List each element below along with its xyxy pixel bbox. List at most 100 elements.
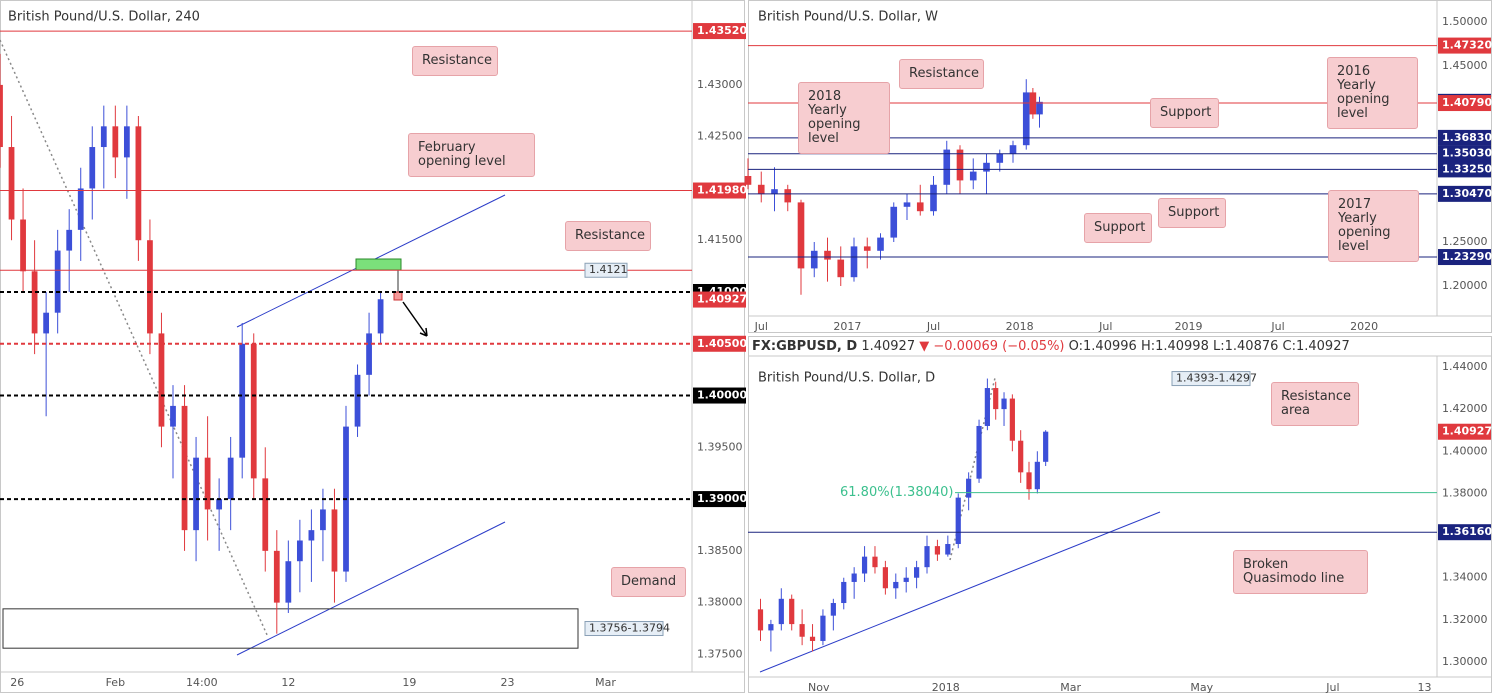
candle-body [784, 189, 792, 203]
x-tick-label: 2020 [1350, 320, 1378, 333]
y-tick-label: 1.44000 [1442, 360, 1488, 373]
candle-body [239, 343, 246, 458]
y-tick-label: 1.30000 [1442, 655, 1488, 668]
level-tag [693, 182, 746, 199]
marker [393, 291, 403, 301]
x-tick-label: Nov [808, 681, 830, 694]
candle-body [903, 202, 911, 207]
level-tag [693, 491, 746, 508]
level-tag [1438, 249, 1491, 266]
x-tick-label: Jul [1325, 681, 1339, 694]
level-label: 1.36160 [1442, 525, 1492, 538]
candle-body [882, 567, 888, 589]
candle-body [799, 624, 805, 637]
annotation: 2016 Yearly opening level [1327, 57, 1418, 129]
annotation: 2018 Yearly opening level [798, 82, 890, 154]
candle-body [872, 556, 878, 568]
candle-body [123, 126, 130, 158]
candle-body [861, 556, 868, 574]
candle-body [1026, 472, 1032, 490]
candle-body [877, 237, 884, 251]
annotation: Resistance area [1271, 382, 1359, 426]
level-tag [1438, 185, 1491, 202]
zone-label: 1.4393-1.4297 [1176, 372, 1257, 385]
level-label: 1.39000 [697, 492, 747, 505]
level-label: 1.41980 [697, 184, 747, 197]
y-tick-label: 1.41500 [697, 233, 743, 246]
y-tick-label: 1.32000 [1442, 613, 1488, 626]
candle-body [20, 219, 26, 272]
x-tick-label: Jul [1270, 320, 1284, 333]
candle-body [768, 624, 774, 631]
y-tick-label: 1.42500 [697, 130, 743, 143]
y-tick-label: 1.20000 [1442, 279, 1488, 292]
candle-body [1034, 461, 1040, 490]
candle-body [262, 478, 269, 551]
x-tick-label: Jul [1098, 320, 1112, 333]
panel-frame [748, 0, 1492, 333]
y-tick-label: 1.40000 [1442, 444, 1488, 457]
candle-body [930, 184, 937, 212]
candle-body [789, 598, 795, 625]
level-label: 1.23290 [1442, 250, 1492, 263]
x-tick-label: 23 [500, 676, 514, 689]
symbol-header: FX:GBPUSD, D 1.40927 ▼ −0.00069 (−0.05%)… [752, 339, 1350, 354]
candle-body [100, 126, 107, 148]
y-tick-label: 1.25000 [1442, 235, 1488, 248]
candle-body [1018, 440, 1024, 473]
level-tag [1438, 524, 1491, 541]
candle-body [863, 246, 871, 251]
chart-title: British Pound/U.S. Dollar, D [758, 371, 935, 386]
x-tick-label: 26 [10, 676, 24, 689]
annotation: Support [1158, 198, 1226, 228]
y-tick-label: 1.38000 [1442, 486, 1488, 499]
x-tick-label: May [1190, 681, 1213, 694]
candle-body [0, 84, 3, 148]
candle-body [983, 162, 990, 172]
level-tag [693, 387, 746, 404]
candle-body [1009, 398, 1015, 441]
zone [2, 608, 579, 649]
x-tick-label: 12 [281, 676, 295, 689]
candle-body [757, 609, 764, 631]
annotation: Support [1150, 98, 1219, 128]
candle-body [273, 550, 280, 603]
candle-body [809, 636, 816, 641]
level-label: 61.80%(1.38040) [840, 485, 953, 500]
candle-body [227, 457, 234, 500]
candle-body [916, 202, 924, 212]
x-tick-label: 14:00 [186, 676, 218, 689]
candle-body [1001, 398, 1007, 410]
candle-body [943, 149, 951, 185]
x-tick-label: 19 [402, 676, 416, 689]
chart-title: British Pound/U.S. Dollar, W [758, 10, 938, 25]
candle-body [170, 405, 176, 427]
level-label: 1.40927 [697, 293, 747, 306]
y-tick-label: 1.37500 [697, 647, 743, 660]
candle-body [984, 388, 990, 426]
candle-body [914, 567, 920, 578]
candle-body [993, 388, 999, 410]
x-tick-label: 2018 [932, 681, 960, 694]
level-tag [693, 291, 746, 308]
y-tick-label: 1.38000 [697, 596, 743, 609]
level-tag [693, 23, 746, 40]
candle-body [250, 343, 257, 479]
zone-tag [584, 621, 664, 637]
x-tick-label: Jul [754, 320, 768, 333]
trend-line [0, 39, 269, 638]
ohlc-low: L:1.40876 [1213, 339, 1279, 354]
candle-body [147, 240, 153, 334]
x-tick-label: 2018 [1006, 320, 1034, 333]
y-tick-label: 1.50000 [1442, 15, 1488, 28]
panel-frame [748, 336, 1492, 693]
candle-body [797, 202, 805, 269]
candle-body [744, 175, 752, 185]
candle-body [308, 530, 315, 541]
candle-body [934, 546, 941, 555]
candle-body [924, 546, 930, 568]
candle-body [66, 229, 73, 251]
candle-body [331, 509, 338, 572]
candle-body [945, 544, 951, 555]
